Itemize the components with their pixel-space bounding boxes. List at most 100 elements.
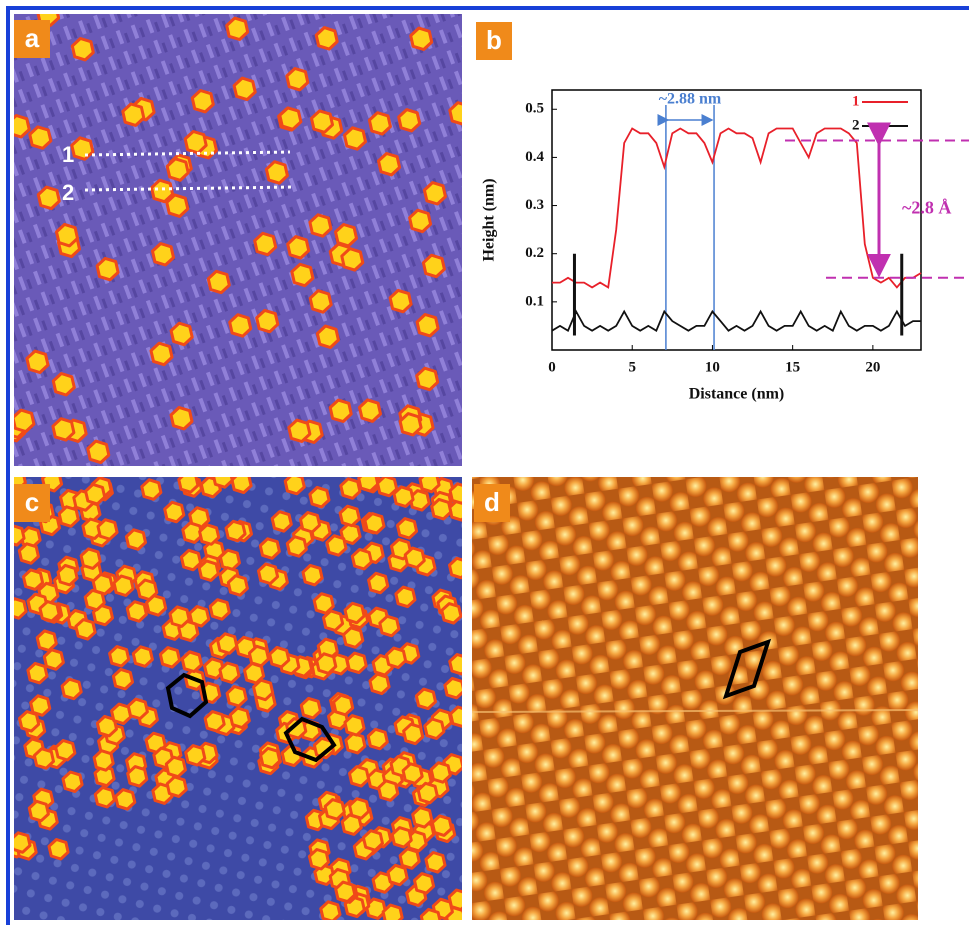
molecule <box>431 763 450 783</box>
molecule <box>289 420 310 441</box>
x-axis-label: Distance (nm) <box>689 386 785 403</box>
legend-label: 2 <box>852 117 860 133</box>
molecule <box>116 790 135 810</box>
molecule <box>37 631 56 651</box>
molecule <box>220 663 239 683</box>
step-label: ~2.8 Å <box>902 197 951 217</box>
molecule <box>413 808 432 828</box>
molecule <box>200 525 219 545</box>
legend-label: 1 <box>852 93 860 109</box>
molecule <box>450 655 469 675</box>
molecule <box>415 874 434 894</box>
molecule <box>398 519 417 539</box>
panel-label: c <box>25 487 39 517</box>
molecule <box>379 154 400 175</box>
x-tick-label: 20 <box>865 359 880 375</box>
molecule <box>292 264 313 285</box>
molecule <box>365 514 384 534</box>
molecule <box>185 132 206 153</box>
molecule <box>27 351 48 372</box>
molecule <box>86 484 105 504</box>
molecule <box>432 499 451 519</box>
y-tick-label: 0.3 <box>525 197 544 213</box>
molecule <box>310 291 331 313</box>
series-line <box>552 312 921 331</box>
molecule <box>95 788 114 808</box>
y-tick-label: 0.4 <box>525 149 544 165</box>
molecule <box>128 699 147 719</box>
molecule <box>167 777 186 797</box>
molecule <box>303 565 322 585</box>
molecule <box>85 590 104 610</box>
molecule <box>423 255 444 277</box>
molecule <box>153 244 174 265</box>
x-tick-label: 5 <box>628 359 636 375</box>
spacing-label: ~2.88 nm <box>659 91 722 108</box>
molecule <box>53 419 74 440</box>
molecule <box>426 853 445 873</box>
molecule <box>232 473 251 493</box>
molecule <box>228 576 247 596</box>
molecule <box>330 400 351 421</box>
molecule <box>310 215 331 236</box>
panel-label: b <box>486 25 502 55</box>
molecule <box>266 162 287 184</box>
molecule <box>418 783 437 803</box>
molecule <box>40 602 59 622</box>
molecule <box>13 410 34 432</box>
molecule <box>403 764 422 784</box>
molecule <box>218 634 237 654</box>
molecule <box>344 628 363 648</box>
molecule <box>360 400 381 422</box>
molecule <box>345 128 366 149</box>
molecule <box>62 679 81 699</box>
molecule <box>359 472 378 492</box>
molecule <box>416 689 435 709</box>
molecule <box>110 647 129 667</box>
molecule <box>445 678 464 698</box>
molecule <box>285 474 304 494</box>
molecule <box>34 749 53 769</box>
molecule <box>257 310 278 331</box>
molecule <box>151 343 172 365</box>
molecule <box>98 520 117 540</box>
molecule <box>123 104 144 125</box>
molecule <box>20 712 39 732</box>
molecule <box>192 91 213 112</box>
molecule <box>346 734 365 754</box>
molecule <box>210 600 229 620</box>
molecule <box>8 116 29 138</box>
molecule <box>301 698 320 718</box>
molecule <box>53 374 74 396</box>
page: 1 2 a b 051015200.10.20.30.40.5Distance … <box>0 0 969 925</box>
molecule <box>378 476 397 496</box>
molecule <box>340 506 359 526</box>
molecule <box>227 18 248 39</box>
molecule <box>383 905 402 925</box>
molecule <box>255 233 276 254</box>
molecule <box>44 650 63 670</box>
molecule <box>152 180 173 202</box>
molecule <box>387 648 406 668</box>
x-tick-label: 0 <box>548 359 556 375</box>
molecule <box>369 573 388 593</box>
molecule <box>350 799 369 819</box>
molecule <box>325 800 344 820</box>
molecule <box>142 480 161 500</box>
molecule <box>205 712 224 732</box>
molecule <box>411 28 432 49</box>
molecule <box>30 127 51 148</box>
molecule <box>327 536 346 556</box>
molecule <box>133 647 152 667</box>
molecule <box>208 271 229 292</box>
molecule <box>126 530 145 550</box>
molecule <box>58 565 77 585</box>
molecule <box>312 111 333 132</box>
molecule <box>88 441 109 463</box>
molecule <box>167 159 188 181</box>
molecule <box>56 741 75 761</box>
molecule <box>49 840 68 860</box>
molecule <box>420 472 439 492</box>
molecule <box>57 224 78 246</box>
molecule <box>72 138 93 160</box>
